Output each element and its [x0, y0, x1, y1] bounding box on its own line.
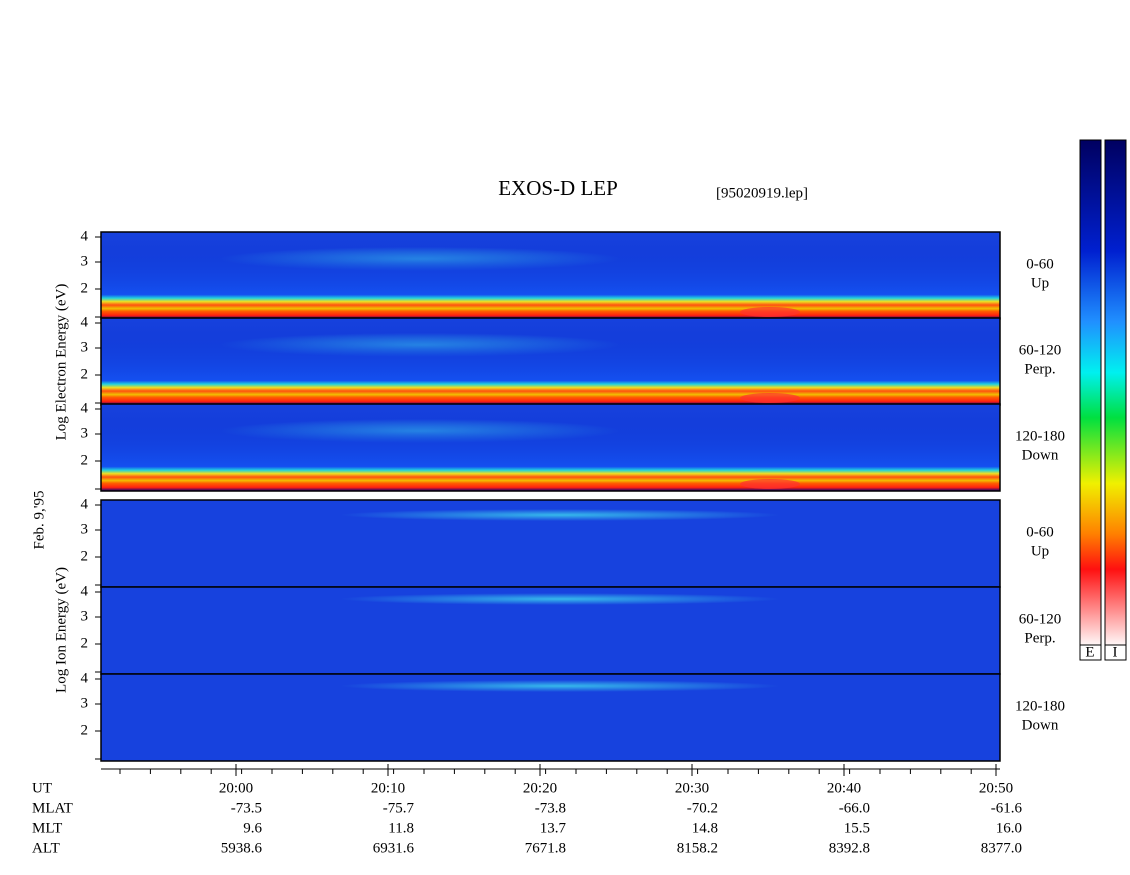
spectrogram-feature — [740, 479, 800, 489]
row-label: ALT — [32, 840, 60, 856]
direction-label: Up — [1031, 543, 1049, 559]
panel-frame — [100, 403, 1001, 492]
y-tick-label: 3 — [81, 339, 89, 355]
y-tick-label: 3 — [81, 425, 89, 441]
orbit-value: -73.8 — [535, 800, 566, 816]
angle-label: 120-180 — [1015, 698, 1065, 714]
row-label: MLAT — [32, 800, 73, 816]
orbit-value: 11.8 — [388, 820, 414, 836]
time-label: 20:50 — [979, 780, 1013, 796]
color-bar-label-box — [1104, 644, 1127, 661]
y-tick-label: 4 — [81, 400, 89, 416]
orbit-value: 15.5 — [844, 820, 870, 836]
orbit-value: 7671.8 — [525, 840, 566, 856]
panel-frame — [100, 673, 1001, 762]
color-bars: E I — [1079, 139, 1127, 661]
spectrogram-feature — [340, 593, 780, 605]
electron-axis-label: Log Electron Energy (eV) — [53, 284, 69, 441]
y-tick-label: 2 — [81, 548, 89, 564]
direction-label: Down — [1022, 717, 1059, 733]
orbit-value: 9.6 — [243, 820, 262, 836]
orbit-value: 5938.6 — [221, 840, 263, 856]
orbit-value: -75.7 — [383, 800, 415, 816]
spectrogram-feature — [340, 680, 780, 692]
time-label: 20:20 — [523, 780, 557, 796]
y-tick-label: 4 — [81, 314, 89, 330]
spectrogram-feature — [740, 307, 800, 317]
spectrogram-band — [101, 318, 1000, 405]
orbit-value: -61.6 — [991, 800, 1023, 816]
title: EXOS-D LEP — [498, 176, 618, 200]
ion-axis-label: Log Ion Energy (eV) — [53, 567, 69, 693]
orbit-value: -70.2 — [687, 800, 718, 816]
direction-label: Up — [1031, 275, 1049, 291]
time-label: 20:30 — [675, 780, 709, 796]
orbit-value: 16.0 — [996, 820, 1022, 836]
y-tick-label: 2 — [81, 452, 89, 468]
angle-label: 0-60 — [1026, 524, 1054, 540]
orbit-value: -66.0 — [839, 800, 870, 816]
row-label: UT — [32, 780, 52, 796]
y-tick-label: 4 — [81, 583, 89, 599]
time-label: 20:40 — [827, 780, 861, 796]
y-tick-label: 3 — [81, 521, 89, 537]
y-tick-label: 2 — [81, 366, 89, 382]
angle-label: 0-60 — [1026, 256, 1054, 272]
angle-label: 120-180 — [1015, 428, 1065, 444]
y-tick-label: 3 — [81, 695, 89, 711]
angle-label: 60-120 — [1019, 342, 1062, 358]
direction-label: Perp. — [1024, 361, 1055, 377]
orbit-value: 8377.0 — [981, 840, 1022, 856]
orbit-value: 6931.6 — [373, 840, 415, 856]
spectrogram-feature — [740, 393, 800, 403]
orbit-value: 13.7 — [540, 820, 567, 836]
orbit-value: 8158.2 — [677, 840, 718, 856]
y-tick-label: 4 — [81, 670, 89, 686]
direction-label: Down — [1022, 447, 1059, 463]
row-label: MLT — [32, 820, 62, 836]
y-tick-label: 4 — [81, 496, 89, 512]
color-bar-label-box — [1079, 644, 1102, 661]
angle-label: 60-120 — [1019, 611, 1062, 627]
orbit-value: 14.8 — [692, 820, 718, 836]
y-tick-label: 3 — [81, 608, 89, 624]
y-tick-label: 3 — [81, 253, 89, 269]
color-bar-label: I — [1113, 644, 1118, 660]
y-tick-label: 2 — [81, 635, 89, 651]
spectrogram-band — [101, 232, 1000, 319]
color-bar-label: E — [1085, 644, 1094, 660]
spectrogram-band — [101, 404, 1000, 491]
time-label: 20:10 — [371, 780, 405, 796]
file-name: [95020919.lep] — [716, 185, 808, 201]
date-label: Feb. 9,'95 — [31, 491, 47, 550]
y-tick-label: 2 — [81, 280, 89, 296]
spectrogram-feature — [340, 509, 780, 521]
color-bar — [1104, 139, 1127, 646]
time-label: 20:00 — [219, 780, 253, 796]
color-bar — [1079, 139, 1102, 646]
y-tick-label: 2 — [81, 722, 89, 738]
direction-label: Perp. — [1024, 630, 1055, 646]
y-tick-label: 4 — [81, 228, 89, 244]
orbit-value: -73.5 — [231, 800, 262, 816]
orbit-value: 8392.8 — [829, 840, 870, 856]
